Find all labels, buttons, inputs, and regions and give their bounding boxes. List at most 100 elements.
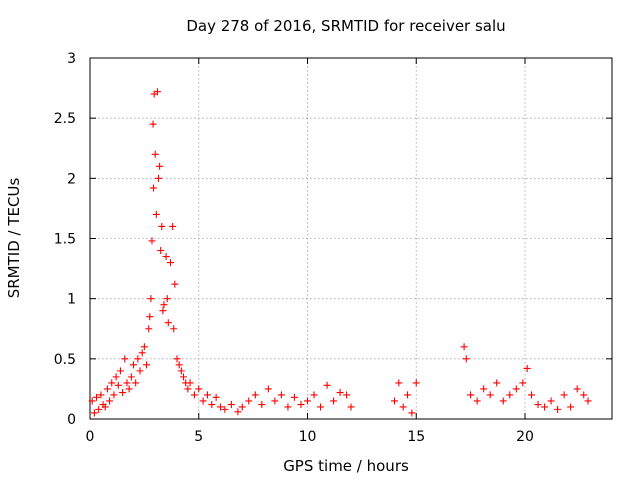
data-point	[88, 397, 96, 405]
data-point	[304, 397, 311, 405]
data-point	[399, 403, 407, 411]
data-point	[573, 385, 581, 393]
y-tick-label: 0.5	[54, 352, 76, 368]
data-point	[164, 319, 172, 327]
data-point	[143, 361, 151, 369]
data-point	[152, 210, 160, 218]
data-point	[580, 391, 588, 399]
data-point	[145, 325, 153, 333]
data-point	[217, 403, 224, 411]
y-tick-label: 1.5	[54, 232, 76, 248]
y-tick-label: 2	[67, 171, 76, 187]
data-point	[221, 405, 229, 413]
data-point	[277, 391, 285, 399]
data-point	[310, 391, 318, 399]
data-point	[560, 391, 568, 399]
y-tick-label: 3	[67, 51, 76, 67]
data-point	[462, 355, 470, 363]
data-point	[132, 379, 140, 387]
data-point	[534, 401, 542, 409]
x-tick-label: 20	[516, 429, 534, 445]
data-point	[163, 295, 171, 303]
data-point	[528, 391, 536, 399]
data-point	[170, 325, 178, 333]
data-point	[208, 401, 216, 409]
data-point	[336, 389, 344, 397]
data-point	[234, 408, 242, 416]
data-point	[123, 379, 131, 387]
data-point	[493, 379, 501, 387]
data-point	[554, 405, 562, 413]
data-point	[199, 397, 207, 405]
data-point	[108, 379, 116, 387]
data-point	[190, 391, 198, 399]
data-point	[251, 391, 259, 399]
data-point	[97, 391, 105, 399]
data-point	[541, 403, 549, 411]
data-point	[238, 403, 246, 411]
data-point	[169, 222, 177, 230]
data-point	[138, 349, 146, 357]
y-tick-label: 0	[67, 412, 76, 428]
gridlines	[90, 58, 612, 419]
data-point	[203, 391, 211, 399]
data-point	[162, 253, 170, 261]
data-point	[110, 391, 118, 399]
data-point	[506, 391, 514, 399]
data-point	[486, 391, 494, 399]
data-point	[93, 393, 101, 401]
data-point	[134, 355, 142, 363]
data-point	[173, 355, 181, 363]
data-point	[547, 397, 555, 405]
data-point	[147, 295, 155, 303]
data-point	[125, 385, 133, 393]
data-point	[175, 361, 183, 369]
chart-title: Day 278 of 2016, SRMTID for receiver sal…	[186, 17, 505, 35]
data-point	[317, 403, 325, 411]
data-point	[149, 120, 157, 128]
data-point	[160, 301, 168, 309]
axis-ticks: 0 5 10 15 20 0 0.5 1 1.5 2 2.5 3	[54, 51, 612, 445]
data-point	[177, 367, 185, 375]
data-point	[103, 385, 111, 393]
data-point	[467, 391, 475, 399]
data-point	[412, 379, 420, 387]
data-point	[184, 385, 192, 393]
data-point	[391, 397, 398, 405]
data-point	[264, 385, 272, 393]
data-point	[140, 343, 148, 351]
data-point	[290, 393, 298, 401]
data-point	[330, 397, 338, 405]
data-point	[151, 150, 159, 158]
data-point	[395, 379, 403, 387]
data-point	[159, 307, 167, 315]
data-point	[460, 343, 468, 351]
data-point	[157, 247, 165, 255]
data-point	[146, 313, 154, 321]
data-point	[284, 403, 292, 411]
x-tick-label: 5	[194, 429, 203, 445]
data-point	[95, 405, 103, 413]
y-tick-label: 1	[67, 292, 76, 308]
data-point	[245, 397, 253, 405]
data-point	[186, 379, 194, 387]
x-axis-label: GPS time / hours	[283, 457, 409, 475]
data-point	[114, 381, 122, 389]
y-tick-label: 2.5	[54, 111, 76, 127]
data-point	[119, 389, 127, 397]
data-point	[404, 391, 412, 399]
data-point	[112, 373, 120, 381]
data-point	[156, 162, 164, 170]
data-point	[153, 88, 161, 96]
data-point	[116, 367, 124, 375]
data-point	[127, 373, 135, 381]
data-point	[584, 397, 592, 405]
data-point	[158, 222, 166, 230]
data-point	[473, 397, 481, 405]
data-points	[88, 88, 592, 417]
data-point	[408, 409, 416, 417]
data-point	[343, 391, 351, 399]
data-point	[136, 367, 144, 375]
data-point	[499, 397, 507, 405]
data-point	[480, 385, 488, 393]
